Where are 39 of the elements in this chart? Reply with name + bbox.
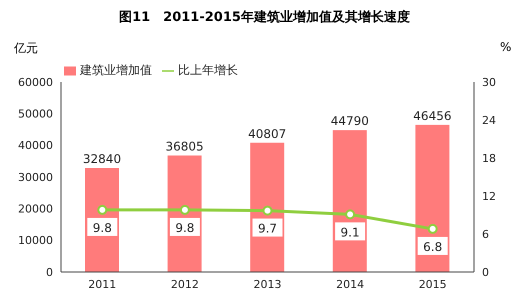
x-tick-label: 2012 bbox=[170, 278, 199, 291]
x-tick-label: 2011 bbox=[88, 278, 116, 291]
x-tick-label: 2015 bbox=[418, 278, 447, 291]
y2-tick-label: 6 bbox=[482, 228, 489, 241]
data-label: 40807 bbox=[248, 126, 286, 141]
data-label: 6.8 bbox=[423, 240, 442, 254]
bar bbox=[415, 124, 450, 272]
x-tick-label: 2014 bbox=[336, 278, 364, 291]
y-tick-label: 30000 bbox=[18, 170, 53, 184]
data-label: 44790 bbox=[330, 114, 369, 128]
y-tick-label: 0 bbox=[46, 266, 53, 279]
legend-label: 比上年增长 bbox=[178, 63, 238, 77]
y2-tick-label: 12 bbox=[482, 190, 496, 203]
y2-tick-label: 18 bbox=[482, 152, 496, 165]
point bbox=[180, 204, 190, 215]
y-tick-label: 50000 bbox=[18, 108, 53, 121]
point bbox=[262, 206, 272, 216]
y2-tick-label: 0 bbox=[482, 266, 489, 279]
y-tick-label: 10000 bbox=[18, 234, 53, 248]
point bbox=[97, 204, 108, 215]
data-label: 32840 bbox=[82, 152, 122, 166]
y-axis-title: 亿元 bbox=[14, 40, 38, 57]
y-tick-label: 60000 bbox=[18, 76, 53, 89]
point bbox=[345, 209, 356, 220]
data-label: 36805 bbox=[166, 139, 204, 154]
chart-title: 图11 2011-2015年建筑业增加值及其增长速度 bbox=[118, 8, 411, 26]
x-tick-label: 2013 bbox=[254, 278, 282, 291]
y-tick-label: 20000 bbox=[18, 202, 53, 216]
data-label: 9.8 bbox=[92, 220, 112, 235]
data-label: 9.7 bbox=[258, 222, 278, 236]
y-tick-label: 40000 bbox=[18, 139, 53, 152]
data-label: 9.8 bbox=[175, 220, 194, 235]
y2-axis-title: % bbox=[500, 40, 512, 54]
data-label: 9.1 bbox=[340, 225, 360, 240]
data-label: 46456 bbox=[413, 108, 452, 123]
point bbox=[428, 224, 438, 234]
y2-tick-label: 24 bbox=[482, 114, 496, 127]
legend-label: 建筑业增加值 bbox=[80, 63, 152, 77]
y2-tick-label: 30 bbox=[482, 76, 496, 89]
